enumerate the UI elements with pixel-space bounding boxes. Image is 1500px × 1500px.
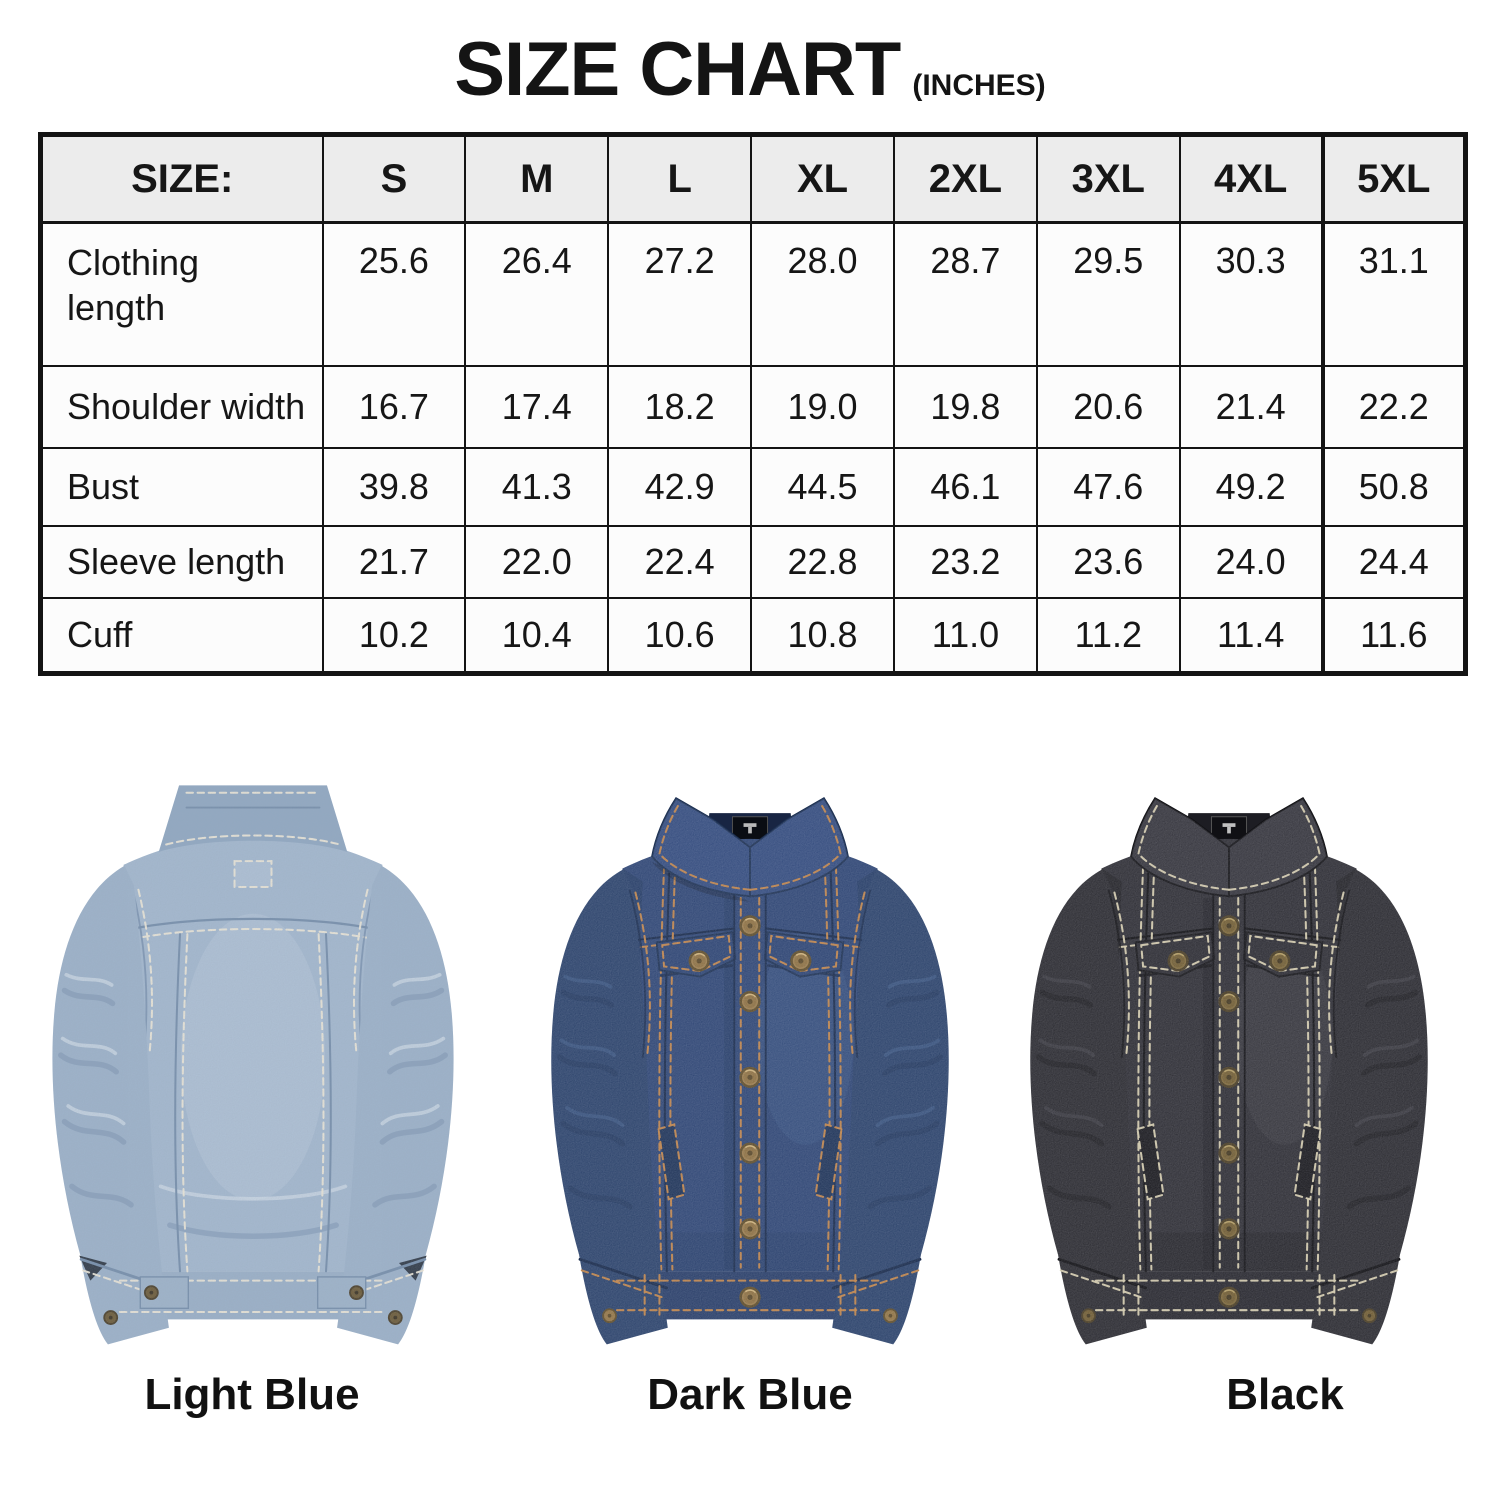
table-row: Clothing length 25.6 26.4 27.2 28.0 28.7… [39,221,1467,367]
size-value-cell: 28.7 [893,221,1038,367]
light-blue-jacket-back-image [22,752,484,1362]
row-label-cell: Sleeve length [39,525,324,599]
size-value-cell: 10.2 [321,597,467,675]
size-value-cell: 47.6 [1035,447,1181,527]
size-col-header: XL [750,133,895,224]
dark-blue-jacket-front-image [519,752,981,1362]
row-label: Clothing length [67,242,200,328]
size-value-cell: 29.5 [1035,221,1181,367]
size-value-cell: 22.8 [750,525,895,599]
size-value-cell: 19.8 [893,365,1038,449]
size-value-cell: 24.4 [1320,525,1467,599]
size-col-header: S [321,133,467,224]
color-label-light-blue: Light Blue [144,1370,360,1419]
size-value-cell: 10.4 [464,597,610,675]
size-value-cell: 18.2 [607,365,753,449]
size-chart-table: SIZE: S M L XL 2XL 3XL 4XL 5XL Clothing … [38,132,1468,676]
size-value-cell: 22.0 [464,525,610,599]
size-col-header: 3XL [1035,133,1181,224]
size-value-cell: 17.4 [464,365,610,449]
size-col-header: 4XL [1178,133,1324,224]
row-label: Bust [67,466,140,507]
row-label-cell: Shoulder width [39,365,324,449]
page-title: SIZE CHART (INCHES) [0,26,1500,113]
size-value-cell: 21.4 [1178,365,1324,449]
table-row: Cuff 10.2 10.4 10.6 10.8 11.0 11.2 11.4 … [39,597,1467,675]
color-label-dark-blue: Dark Blue [647,1370,853,1419]
size-value-cell: 16.7 [321,365,467,449]
color-label-black: Black [1226,1370,1344,1419]
size-col-header: M [464,133,610,224]
size-value-cell: 22.2 [1320,365,1467,449]
size-value-cell: 23.6 [1035,525,1181,599]
title-text: SIZE CHART [454,27,901,112]
size-value-cell: 22.4 [607,525,753,599]
size-col-header: 2XL [893,133,1038,224]
table-row: Sleeve length 21.7 22.0 22.4 22.8 23.2 2… [39,525,1467,599]
row-label-cell: Bust [39,447,324,527]
size-value-cell: 20.6 [1035,365,1181,449]
size-value-cell: 26.4 [464,221,610,367]
size-value-cell: 41.3 [464,447,610,527]
size-header-cell: SIZE: [39,133,324,224]
black-jacket-front-image [998,752,1460,1362]
size-value-cell: 11.0 [893,597,1038,675]
size-value-cell: 28.0 [750,221,895,367]
table-row: Shoulder width 16.7 17.4 18.2 19.0 19.8 … [39,365,1467,449]
size-value-cell: 31.1 [1320,221,1467,367]
size-value-cell: 49.2 [1178,447,1324,527]
row-label-cell: Clothing length [39,221,324,367]
size-value-cell: 50.8 [1320,447,1467,527]
size-value-cell: 39.8 [321,447,467,527]
row-label-cell: Cuff [39,597,324,675]
size-value-cell: 11.2 [1035,597,1181,675]
size-value-cell: 19.0 [750,365,895,449]
size-value-cell: 11.6 [1320,597,1467,675]
row-label: Cuff [67,614,133,655]
size-value-cell: 44.5 [750,447,895,527]
header-row: SIZE: S M L XL 2XL 3XL 4XL 5XL [39,133,1467,224]
size-col-header: L [607,133,753,224]
row-label: Sleeve length [67,541,286,582]
size-value-cell: 25.6 [321,221,467,367]
table-row: Bust 39.8 41.3 42.9 44.5 46.1 47.6 49.2 … [39,447,1467,527]
size-value-cell: 11.4 [1178,597,1324,675]
size-col-header: 5XL [1320,133,1467,224]
size-value-cell: 10.6 [607,597,753,675]
size-value-cell: 21.7 [321,525,467,599]
size-value-cell: 23.2 [893,525,1038,599]
size-value-cell: 46.1 [893,447,1038,527]
size-value-cell: 42.9 [607,447,753,527]
size-value-cell: 30.3 [1178,221,1324,367]
row-label: Shoulder width [67,386,306,427]
title-unit-text: (INCHES) [912,69,1046,102]
size-value-cell: 24.0 [1178,525,1324,599]
size-value-cell: 27.2 [607,221,753,367]
size-value-cell: 10.8 [750,597,895,675]
